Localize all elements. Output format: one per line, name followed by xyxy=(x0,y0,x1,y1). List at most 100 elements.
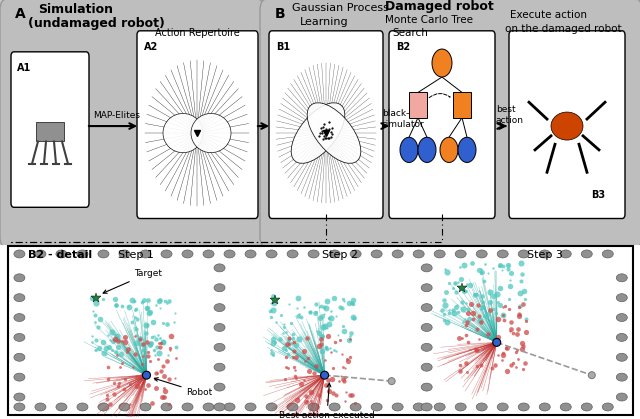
Ellipse shape xyxy=(119,403,130,411)
FancyBboxPatch shape xyxy=(8,246,633,415)
Ellipse shape xyxy=(421,323,432,331)
Ellipse shape xyxy=(421,304,432,312)
Ellipse shape xyxy=(214,323,225,331)
Ellipse shape xyxy=(245,250,256,258)
Circle shape xyxy=(588,372,595,379)
Bar xyxy=(36,122,64,142)
Ellipse shape xyxy=(497,403,508,411)
Text: Best action executed
on the robot: Best action executed on the robot xyxy=(279,383,374,419)
Ellipse shape xyxy=(616,313,627,321)
Ellipse shape xyxy=(214,383,225,391)
Text: B2: B2 xyxy=(396,42,410,52)
Ellipse shape xyxy=(56,250,67,258)
Ellipse shape xyxy=(161,250,172,258)
Ellipse shape xyxy=(98,250,109,258)
Ellipse shape xyxy=(163,114,203,153)
Circle shape xyxy=(388,378,395,385)
Ellipse shape xyxy=(287,403,298,411)
Ellipse shape xyxy=(329,250,340,258)
Ellipse shape xyxy=(434,403,445,411)
Ellipse shape xyxy=(77,403,88,411)
Ellipse shape xyxy=(14,334,25,341)
Ellipse shape xyxy=(56,403,67,411)
Text: B3: B3 xyxy=(591,190,605,200)
Ellipse shape xyxy=(245,403,256,411)
Ellipse shape xyxy=(14,403,25,411)
Text: Simulation: Simulation xyxy=(38,3,113,16)
Text: A2: A2 xyxy=(144,42,158,52)
Ellipse shape xyxy=(266,250,277,258)
Ellipse shape xyxy=(421,284,432,292)
Ellipse shape xyxy=(214,284,225,292)
Ellipse shape xyxy=(308,250,319,258)
FancyBboxPatch shape xyxy=(269,31,383,218)
Ellipse shape xyxy=(266,403,277,411)
Ellipse shape xyxy=(224,250,235,258)
Ellipse shape xyxy=(421,383,432,391)
Ellipse shape xyxy=(14,250,25,258)
Ellipse shape xyxy=(35,403,46,411)
Ellipse shape xyxy=(616,334,627,341)
Text: B2 - detail: B2 - detail xyxy=(28,250,93,260)
FancyBboxPatch shape xyxy=(0,0,640,253)
Ellipse shape xyxy=(140,403,151,411)
Ellipse shape xyxy=(497,250,508,258)
Text: B: B xyxy=(275,7,285,21)
Text: Damaged robot: Damaged robot xyxy=(385,0,493,13)
Ellipse shape xyxy=(203,250,214,258)
Ellipse shape xyxy=(616,353,627,361)
Ellipse shape xyxy=(161,403,172,411)
Text: (undamaged robot): (undamaged robot) xyxy=(28,17,165,30)
Ellipse shape xyxy=(616,393,627,401)
FancyBboxPatch shape xyxy=(509,31,625,218)
Ellipse shape xyxy=(214,363,225,371)
Ellipse shape xyxy=(14,294,25,302)
Text: on the damaged robot: on the damaged robot xyxy=(505,24,621,34)
Ellipse shape xyxy=(119,250,130,258)
Text: Target: Target xyxy=(103,269,163,293)
Ellipse shape xyxy=(14,373,25,381)
Text: Search: Search xyxy=(392,28,428,38)
Ellipse shape xyxy=(434,250,445,258)
Bar xyxy=(453,93,471,118)
FancyBboxPatch shape xyxy=(137,31,258,218)
Text: MAP-Elites: MAP-Elites xyxy=(93,111,140,120)
Circle shape xyxy=(321,371,328,379)
Text: Learning: Learning xyxy=(300,17,349,27)
Ellipse shape xyxy=(616,274,627,282)
Ellipse shape xyxy=(371,403,382,411)
Text: A: A xyxy=(15,7,26,21)
Ellipse shape xyxy=(560,250,572,258)
Text: B1: B1 xyxy=(276,42,290,52)
Text: A1: A1 xyxy=(17,63,31,73)
Ellipse shape xyxy=(540,250,550,258)
Ellipse shape xyxy=(551,112,583,140)
Ellipse shape xyxy=(421,403,432,411)
Ellipse shape xyxy=(308,403,319,411)
Circle shape xyxy=(458,137,476,163)
Ellipse shape xyxy=(616,294,627,302)
Ellipse shape xyxy=(476,250,487,258)
Ellipse shape xyxy=(350,403,361,411)
Ellipse shape xyxy=(350,250,361,258)
Circle shape xyxy=(440,137,458,163)
Ellipse shape xyxy=(214,264,225,272)
Ellipse shape xyxy=(540,403,550,411)
Ellipse shape xyxy=(560,403,572,411)
Ellipse shape xyxy=(392,250,403,258)
Text: Gaussian Process: Gaussian Process xyxy=(292,3,389,13)
FancyArrowPatch shape xyxy=(429,93,450,98)
Ellipse shape xyxy=(224,403,235,411)
Ellipse shape xyxy=(182,403,193,411)
Circle shape xyxy=(432,49,452,77)
Ellipse shape xyxy=(602,250,613,258)
Ellipse shape xyxy=(518,250,529,258)
Text: Monte Carlo Tree: Monte Carlo Tree xyxy=(385,16,473,26)
Ellipse shape xyxy=(77,250,88,258)
Ellipse shape xyxy=(371,250,382,258)
Ellipse shape xyxy=(291,103,345,163)
Ellipse shape xyxy=(602,403,613,411)
Ellipse shape xyxy=(98,403,109,411)
Text: Step 2: Step 2 xyxy=(321,250,358,260)
Ellipse shape xyxy=(518,403,529,411)
